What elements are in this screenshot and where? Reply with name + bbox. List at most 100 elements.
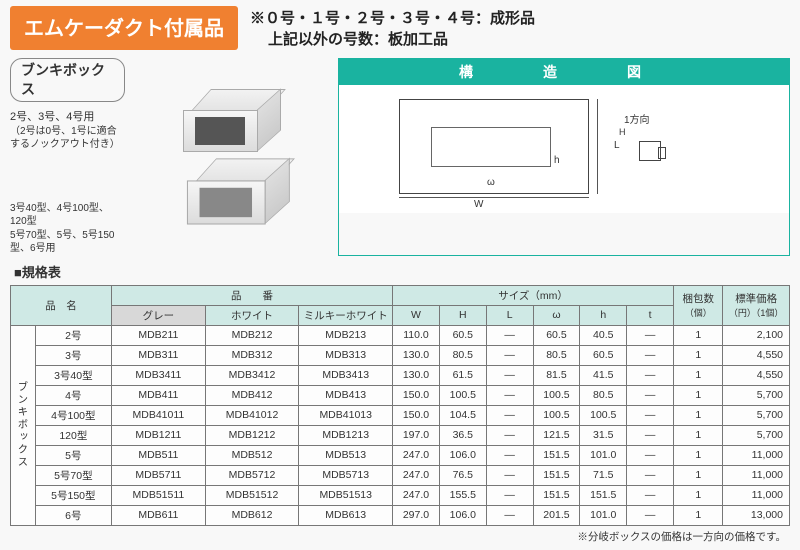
- table-cell: ―: [486, 485, 533, 505]
- table-cell: 100.5: [580, 405, 627, 425]
- table-cell: MDB3411: [112, 365, 206, 385]
- table-row: ブンキボックス2号MDB211MDB212MDB213110.060.5―60.…: [11, 325, 790, 345]
- table-cell: MDB413: [299, 385, 393, 405]
- table-cell: ―: [627, 445, 674, 465]
- spec-table-label: ■規格表: [14, 262, 790, 281]
- table-cell: MDB611: [112, 505, 206, 525]
- table-cell: MDB5711: [112, 465, 206, 485]
- page-title: エムケーダクト付属品: [10, 6, 238, 50]
- table-cell: 247.0: [393, 465, 440, 485]
- note-line-1: ※０号・１号・２号・３号・４号：成形品: [250, 8, 535, 29]
- desc-line: するノックアウト付き）: [10, 138, 125, 152]
- table-cell: 2号: [35, 325, 111, 345]
- table-cell: 4号100型: [35, 405, 111, 425]
- table-cell: 80.5: [439, 345, 486, 365]
- table-cell: ―: [486, 385, 533, 405]
- table-cell: 1: [674, 325, 723, 345]
- table-cell: 61.5: [439, 365, 486, 385]
- table-cell: 150.0: [393, 385, 440, 405]
- table-cell: 2,100: [723, 325, 790, 345]
- table-cell: 11,000: [723, 485, 790, 505]
- table-cell: MDB213: [299, 325, 393, 345]
- table-cell: 1: [674, 365, 723, 385]
- table-row: 120型MDB1211MDB1212MDB1213197.036.5―121.5…: [11, 425, 790, 445]
- table-row: 6号MDB611MDB612MDB613297.0106.0―201.5101.…: [11, 505, 790, 525]
- table-footnote: ※分岐ボックスの価格は一方向の価格です。: [10, 529, 790, 544]
- table-cell: 60.5: [533, 325, 580, 345]
- dim-label-h: h: [554, 155, 560, 166]
- dim-label-W: W: [474, 199, 483, 210]
- th-price: 標準価格（円）（1個）: [723, 285, 790, 325]
- structure-diagram: 構 造 図 W L H h ω 1方向: [338, 58, 790, 256]
- dim-label-direction: 1方向: [624, 111, 650, 126]
- table-cell: ―: [627, 385, 674, 405]
- table-cell: MDB51512: [205, 485, 299, 505]
- table-cell: MDB41011: [112, 405, 206, 425]
- table-cell: ―: [486, 345, 533, 365]
- th-name: 品 名: [11, 285, 112, 325]
- table-cell: 110.0: [393, 325, 440, 345]
- table-row: 5号MDB511MDB512MDB513247.0106.0―151.5101.…: [11, 445, 790, 465]
- table-cell: ―: [627, 325, 674, 345]
- table-cell: 5号: [35, 445, 111, 465]
- table-cell: MDB312: [205, 345, 299, 365]
- table-row: 4号MDB411MDB412MDB413150.0100.5―100.580.5…: [11, 385, 790, 405]
- table-cell: 100.5: [533, 385, 580, 405]
- table-cell: 120型: [35, 425, 111, 445]
- table-cell: 1: [674, 445, 723, 465]
- table-cell: 60.5: [580, 345, 627, 365]
- table-cell: 5号150型: [35, 485, 111, 505]
- table-cell: 1: [674, 485, 723, 505]
- table-cell: 80.5: [580, 385, 627, 405]
- product-images: [131, 58, 330, 256]
- table-row: 3号40型MDB3411MDB3412MDB3413130.061.5―81.5…: [11, 365, 790, 385]
- diagram-side-view: [639, 141, 661, 161]
- table-cell: 151.5: [533, 485, 580, 505]
- table-cell: MDB512: [205, 445, 299, 465]
- table-cell: 1: [674, 405, 723, 425]
- table-cell: 80.5: [533, 345, 580, 365]
- table-cell: MDB511: [112, 445, 206, 465]
- table-cell: MDB212: [205, 325, 299, 345]
- table-cell: ―: [627, 365, 674, 385]
- table-cell: 1: [674, 505, 723, 525]
- product-image-1: [183, 89, 278, 154]
- table-cell: 3号40型: [35, 365, 111, 385]
- note-line-2: 上記以外の号数：板加工品: [250, 29, 535, 50]
- table-cell: 150.0: [393, 405, 440, 425]
- table-cell: ―: [486, 445, 533, 465]
- table-cell: 106.0: [439, 505, 486, 525]
- table-cell: MDB51513: [299, 485, 393, 505]
- table-cell: 247.0: [393, 485, 440, 505]
- table-cell: MDB211: [112, 325, 206, 345]
- table-cell: 104.5: [439, 405, 486, 425]
- table-cell: MDB513: [299, 445, 393, 465]
- table-cell: 5,700: [723, 425, 790, 445]
- table-cell: ―: [486, 425, 533, 445]
- table-cell: 4,550: [723, 345, 790, 365]
- spec-table: 品 名 品 番 サイズ（mm） 梱包数（個） 標準価格（円）（1個） グレー ホ…: [10, 285, 790, 526]
- table-cell: 60.5: [439, 325, 486, 345]
- product-desc-1: 2号、3号、4号用 （2号は0号、1号に適合 するノックアウト付き）: [10, 110, 125, 152]
- table-cell: MDB1211: [112, 425, 206, 445]
- table-cell: 4号: [35, 385, 111, 405]
- table-row: 5号70型MDB5711MDB5712MDB5713247.076.5―151.…: [11, 465, 790, 485]
- table-cell: ―: [486, 465, 533, 485]
- table-cell: 121.5: [533, 425, 580, 445]
- table-cell: MDB3413: [299, 365, 393, 385]
- category-label: ブンキボックス: [11, 325, 36, 525]
- table-cell: MDB5712: [205, 465, 299, 485]
- table-cell: MDB411: [112, 385, 206, 405]
- table-cell: 130.0: [393, 365, 440, 385]
- table-cell: 130.0: [393, 345, 440, 365]
- table-cell: 76.5: [439, 465, 486, 485]
- dim-label-w: ω: [487, 177, 495, 188]
- table-cell: 3号: [35, 345, 111, 365]
- table-cell: MDB1212: [205, 425, 299, 445]
- table-cell: 11,000: [723, 465, 790, 485]
- table-cell: ―: [627, 505, 674, 525]
- table-cell: 151.5: [533, 465, 580, 485]
- table-cell: ―: [486, 405, 533, 425]
- th-size: サイズ（mm）: [393, 285, 674, 305]
- table-cell: 71.5: [580, 465, 627, 485]
